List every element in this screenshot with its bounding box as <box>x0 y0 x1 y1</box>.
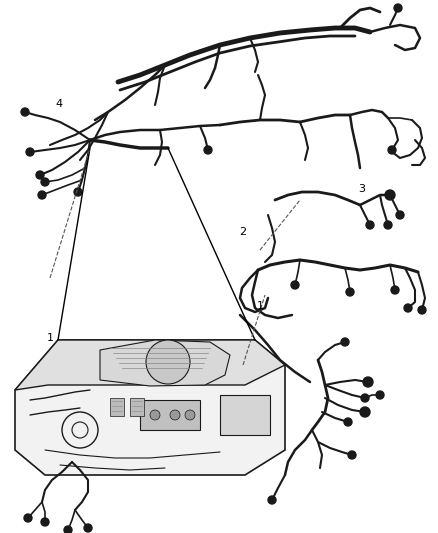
Circle shape <box>146 340 190 384</box>
Circle shape <box>84 524 92 532</box>
Circle shape <box>150 410 160 420</box>
Text: 3: 3 <box>358 184 365 194</box>
Circle shape <box>385 190 395 200</box>
Circle shape <box>26 148 34 156</box>
Circle shape <box>341 338 349 346</box>
Circle shape <box>360 407 370 417</box>
Bar <box>140 400 200 430</box>
Text: 4: 4 <box>56 99 63 109</box>
Circle shape <box>404 304 412 312</box>
Polygon shape <box>15 340 285 475</box>
Circle shape <box>384 221 392 229</box>
Bar <box>220 395 270 435</box>
Circle shape <box>291 281 299 289</box>
Circle shape <box>344 418 352 426</box>
Circle shape <box>36 171 44 179</box>
Circle shape <box>24 514 32 522</box>
Circle shape <box>346 288 354 296</box>
Circle shape <box>394 4 402 12</box>
Circle shape <box>74 188 82 196</box>
Circle shape <box>348 451 356 459</box>
Circle shape <box>38 191 46 199</box>
Circle shape <box>185 410 195 420</box>
Polygon shape <box>15 340 285 390</box>
Bar <box>110 398 124 416</box>
Circle shape <box>363 377 373 387</box>
Polygon shape <box>100 340 230 386</box>
Circle shape <box>41 178 49 186</box>
Text: 1: 1 <box>47 334 54 343</box>
Circle shape <box>396 211 404 219</box>
Circle shape <box>64 526 72 533</box>
Bar <box>130 398 144 416</box>
Circle shape <box>391 286 399 294</box>
Circle shape <box>388 146 396 154</box>
Circle shape <box>418 306 426 314</box>
Text: 1: 1 <box>257 302 264 311</box>
Circle shape <box>21 108 29 116</box>
Circle shape <box>204 146 212 154</box>
Circle shape <box>170 410 180 420</box>
Circle shape <box>268 496 276 504</box>
Circle shape <box>366 221 374 229</box>
Text: 2: 2 <box>240 227 247 237</box>
Circle shape <box>361 394 369 402</box>
Circle shape <box>376 391 384 399</box>
Circle shape <box>41 518 49 526</box>
